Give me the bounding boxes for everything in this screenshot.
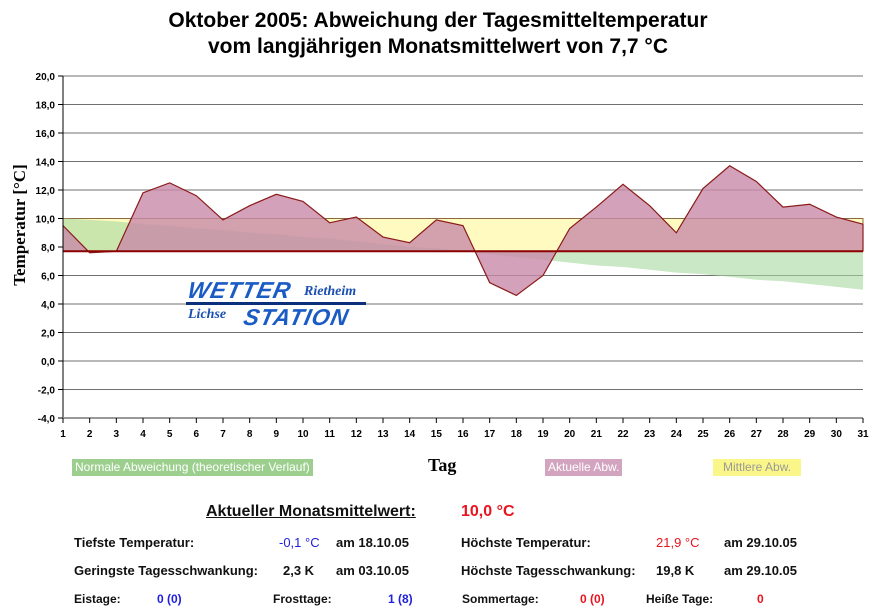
y-tick-label: 12,0 [36,186,56,197]
min-range-label: Geringste Tagesschwankung: [74,563,258,578]
min-temp-value: -0,1 °C [279,535,320,550]
x-tick-label: 4 [140,429,146,440]
x-axis-label: Tag [428,455,457,475]
x-tick-label: 1 [60,429,66,440]
chart-title: Oktober 2005: Abweichung der Tagesmittel… [0,8,876,60]
chart-title-line1: Oktober 2005: Abweichung der Tagesmittel… [168,9,708,32]
legend-normal-deviation: Normale Abweichung (theoretischer Verlau… [72,459,313,476]
x-tick-label: 5 [167,429,173,440]
y-tick-label: 4,0 [41,300,55,311]
max-range-label: Höchste Tagesschwankung: [461,563,636,578]
x-tick-label: 19 [537,429,549,440]
x-tick-label: 31 [857,429,869,440]
y-axis-label: Temperatur [°C] [10,164,29,286]
min-range-date: am 03.10.05 [336,563,410,578]
x-tick-label: 29 [804,429,816,440]
x-tick-label: 2 [87,429,93,440]
x-tick-label: 10 [297,429,309,440]
summer-days-value: 0 (0) [580,592,605,606]
legend-actual-deviation: Aktuelle Abw. [545,459,623,476]
ice-days-value: 0 (0) [157,592,182,606]
x-tick-label: 28 [777,429,789,440]
legend-mean-deviation: Mittlere Abw. [713,459,802,476]
logo-divider [186,302,366,305]
x-tick-label: 11 [324,429,335,440]
x-tick-label: 8 [247,429,253,440]
frost-days-value: 1 (8) [388,592,413,606]
monthly-mean-value: 10,0 °C [461,503,515,520]
x-tick-label: 3 [114,429,120,440]
monthly-mean-label: Aktueller Monatsmittelwert: [206,503,416,520]
x-tick-label: 21 [591,429,603,440]
max-range-date: am 29.10.05 [724,563,798,578]
x-tick-label: 27 [751,429,763,440]
x-tick-label: 18 [511,429,523,440]
y-tick-label: 8,0 [41,243,55,254]
x-tick-label: 20 [564,429,576,440]
x-tick-label: 7 [220,429,226,440]
y-tick-label: 16,0 [36,129,56,140]
x-tick-label: 13 [377,429,389,440]
x-tick-label: 16 [457,429,469,440]
chart-title-line2: vom langjährigen Monatsmittelwert von 7,… [208,35,668,58]
y-tick-label: 14,0 [36,158,56,169]
wetterstation-logo: WETTER Rietheim Lichse STATION [185,277,368,332]
max-range-value: 19,8 K [656,563,695,578]
logo-word-wetter: WETTER [185,277,294,303]
hot-days-value: 0 [757,592,764,606]
chart-plot: 20,0 18,0 16,0 14,0 12,0 10,0 8,0 6,0 4,0 2,0 0,0 -… [36,72,869,440]
x-tick-label: 15 [431,429,443,440]
y-tick-label: 2,0 [41,329,55,340]
x-tick-label: 25 [697,429,709,440]
max-temp-value: 21,9 °C [656,535,700,550]
x-tick-label: 23 [644,429,656,440]
min-range-value: 2,3 K [283,563,315,578]
x-tick-label: 12 [351,429,363,440]
x-tick-label: 24 [671,429,683,440]
y-tick-label: 18,0 [36,101,56,112]
x-tick-label: 14 [404,429,416,440]
y-tick-label: 6,0 [41,272,55,283]
x-tick-label: 30 [831,429,843,440]
y-tick-label: 20,0 [36,72,56,83]
x-tick-label: 9 [274,429,280,440]
y-tick-label: 0,0 [41,357,55,368]
y-tick-label: 10,0 [36,215,56,226]
y-tick-label: -2,0 [38,386,56,397]
y-tick-label: -4,0 [38,414,56,425]
max-temp-label: Höchste Temperatur: [461,535,591,550]
logo-word-station: STATION [241,304,352,330]
x-tick-label: 26 [724,429,736,440]
x-tick-label: 6 [194,429,200,440]
summer-days-label: Sommertage: [462,592,539,606]
x-tick-label: 22 [617,429,629,440]
ice-days-label: Eistage: [74,592,121,606]
min-temp-label: Tiefste Temperatur: [74,535,195,550]
frost-days-label: Frosttage: [273,592,332,606]
min-temp-date: am 18.10.05 [336,535,410,550]
x-tick-label: 17 [484,429,496,440]
max-temp-date: am 29.10.05 [724,535,798,550]
hot-days-label: Heiße Tage: [646,592,714,606]
series-actual-area [63,165,863,296]
logo-place-rietheim: Rietheim [304,284,357,299]
logo-place-lichse: Lichse [188,307,227,322]
